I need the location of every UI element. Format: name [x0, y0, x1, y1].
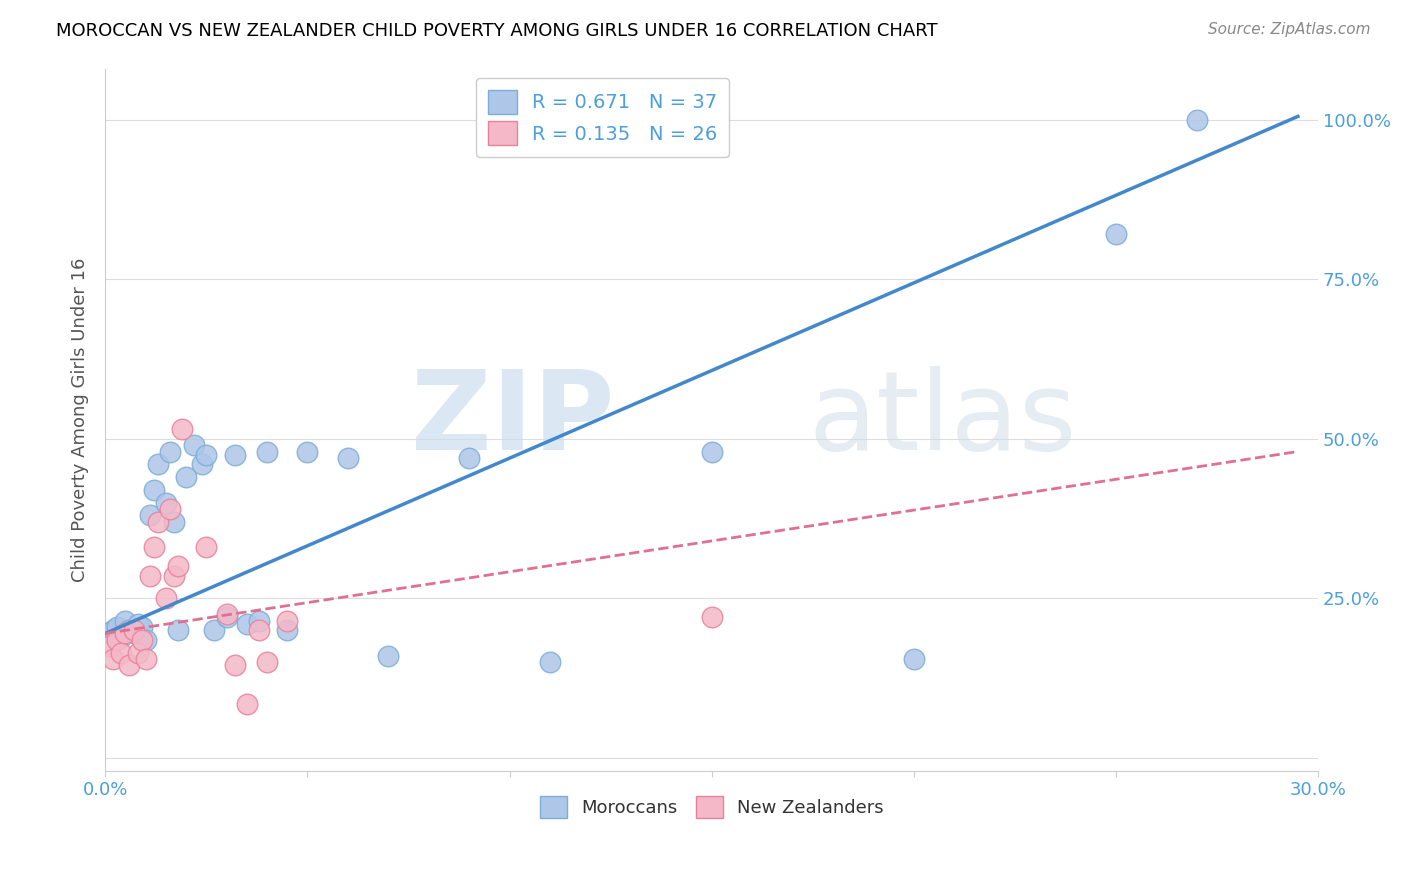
Point: [224, 658, 246, 673]
Point: [146, 515, 169, 529]
Point: [336, 450, 359, 465]
Point: [297, 444, 319, 458]
Point: [167, 624, 190, 638]
Point: [377, 648, 399, 663]
Point: [700, 444, 723, 458]
Point: [700, 610, 723, 624]
Point: [98, 626, 121, 640]
Point: [135, 652, 157, 666]
Point: [159, 502, 181, 516]
Point: [138, 569, 160, 583]
Point: [142, 483, 165, 497]
Point: [118, 624, 141, 638]
Point: [247, 624, 270, 638]
Point: [103, 624, 125, 638]
Point: [235, 616, 257, 631]
Point: [167, 559, 190, 574]
Point: [276, 624, 298, 638]
Point: [105, 620, 128, 634]
Point: [131, 632, 153, 647]
Point: [276, 614, 298, 628]
Point: [135, 632, 157, 647]
Point: [110, 630, 132, 644]
Point: [174, 470, 197, 484]
Legend: Moroccans, New Zealanders: Moroccans, New Zealanders: [533, 789, 891, 825]
Point: [127, 646, 149, 660]
Point: [103, 652, 125, 666]
Point: [159, 444, 181, 458]
Point: [98, 639, 121, 653]
Point: [122, 626, 145, 640]
Text: Source: ZipAtlas.com: Source: ZipAtlas.com: [1208, 22, 1371, 37]
Point: [142, 541, 165, 555]
Point: [458, 450, 481, 465]
Point: [202, 624, 225, 638]
Point: [215, 610, 238, 624]
Point: [146, 458, 169, 472]
Point: [903, 652, 925, 666]
Point: [170, 422, 193, 436]
Text: ZIP: ZIP: [412, 366, 614, 473]
Point: [191, 458, 214, 472]
Point: [163, 569, 186, 583]
Point: [118, 658, 141, 673]
Point: [183, 438, 205, 452]
Point: [1185, 112, 1208, 127]
Point: [195, 448, 218, 462]
Point: [131, 620, 153, 634]
Point: [155, 591, 177, 606]
Point: [247, 614, 270, 628]
Y-axis label: Child Poverty Among Girls Under 16: Child Poverty Among Girls Under 16: [72, 258, 89, 582]
Point: [138, 508, 160, 523]
Point: [195, 541, 218, 555]
Point: [127, 616, 149, 631]
Text: MOROCCAN VS NEW ZEALANDER CHILD POVERTY AMONG GIRLS UNDER 16 CORRELATION CHART: MOROCCAN VS NEW ZEALANDER CHILD POVERTY …: [56, 22, 938, 40]
Point: [114, 626, 136, 640]
Point: [256, 655, 278, 669]
Point: [155, 495, 177, 509]
Point: [122, 624, 145, 638]
Point: [163, 515, 186, 529]
Point: [224, 448, 246, 462]
Text: atlas: atlas: [808, 366, 1077, 473]
Point: [235, 697, 257, 711]
Point: [1105, 227, 1128, 242]
Point: [105, 632, 128, 647]
Point: [538, 655, 561, 669]
Point: [215, 607, 238, 622]
Point: [110, 646, 132, 660]
Point: [256, 444, 278, 458]
Point: [114, 614, 136, 628]
